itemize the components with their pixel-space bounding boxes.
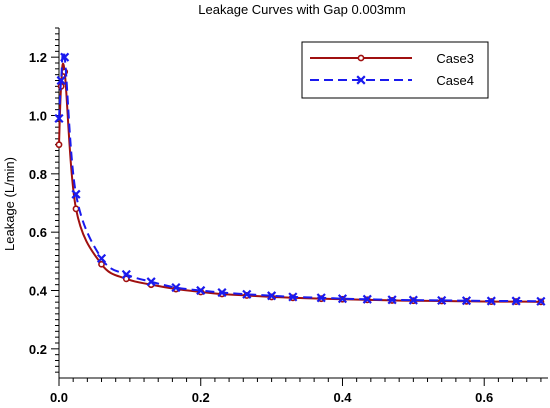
data-point [56, 75, 66, 86]
data-point [267, 291, 277, 301]
legend-items: Case3 Case4 [310, 51, 474, 88]
chart-title: Leakage Curves with Gap 0.003mm [198, 2, 405, 17]
series-case3 [55, 62, 545, 306]
y-tick-label: 1.2 [29, 50, 47, 65]
data-point [55, 141, 63, 149]
data-point [196, 285, 206, 296]
x-tick-label: 0.0 [50, 390, 68, 405]
data-point [362, 294, 372, 304]
data-point [536, 296, 546, 306]
legend-label: Case4 [436, 73, 474, 88]
data-point [217, 287, 227, 298]
legend-item-case4: Case4 [310, 73, 474, 88]
data-point [121, 269, 131, 280]
y-tick-label: 0.6 [29, 225, 47, 240]
data-point [387, 295, 397, 305]
y-tick-label: 1.0 [29, 109, 47, 124]
data-point [122, 275, 130, 283]
legend-marker [356, 75, 366, 85]
data-point [461, 296, 472, 306]
series-case4 [54, 50, 546, 306]
x-tick-label: 0.4 [333, 390, 352, 405]
x-axis-ticks: 0.0 0.2 0.4 0.6 [50, 378, 542, 405]
y-tick-label: 0.8 [29, 167, 47, 182]
series-line [58, 50, 541, 303]
data-point [316, 293, 326, 303]
x-tick-label: 0.6 [475, 390, 493, 405]
data-point [511, 296, 521, 306]
series-line [58, 62, 541, 303]
data-point [171, 283, 181, 293]
data-point [486, 296, 496, 306]
data-point [242, 289, 252, 299]
legend-item-case3: Case3 [310, 51, 474, 66]
data-point [146, 277, 156, 287]
y-tick-label: 0.2 [29, 342, 47, 357]
legend-box [301, 41, 489, 99]
legend-marker [357, 54, 365, 62]
data-point [71, 189, 81, 199]
data-point [72, 205, 80, 213]
legend-label: Case3 [436, 51, 474, 66]
y-axis-label: Leakage (L/min) [2, 157, 17, 251]
data-point [437, 295, 447, 305]
data-point [60, 52, 70, 62]
y-tick-label: 0.4 [29, 284, 48, 299]
x-tick-label: 0.2 [192, 390, 210, 405]
data-point [54, 113, 64, 123]
data-point [288, 292, 298, 302]
data-point [96, 253, 107, 263]
data-point [408, 295, 418, 305]
data-point [98, 260, 105, 268]
y-axis-ticks: 0.2 0.4 0.6 0.8 1.0 1.2 [29, 27, 59, 373]
series-layer [54, 50, 546, 306]
data-point [337, 294, 348, 304]
legend: Case3 Case4 [301, 41, 489, 99]
